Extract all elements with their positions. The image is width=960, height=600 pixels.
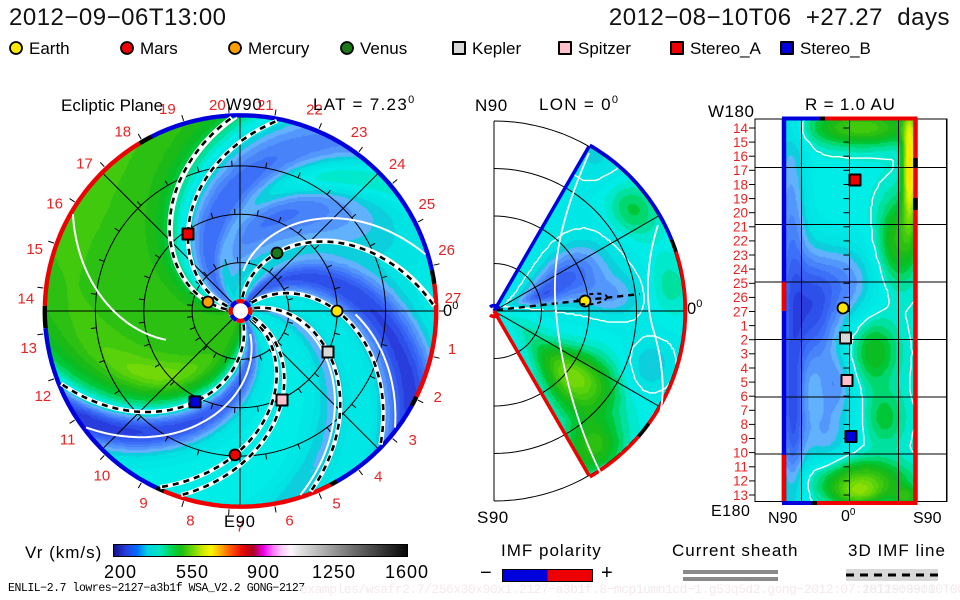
svg-text:Venus: Venus [360,39,407,58]
svg-text:S90: S90 [913,510,942,527]
svg-text:W180: W180 [708,102,754,121]
svg-text:25: 25 [733,276,748,291]
svg-text:15: 15 [733,135,748,150]
svg-text:21: 21 [257,97,274,114]
svg-text:16: 16 [46,195,63,212]
svg-text:1: 1 [448,341,456,358]
svg-text:2: 2 [740,333,748,348]
svg-text:S90: S90 [477,508,509,527]
svg-text:Kepler: Kepler [472,39,521,58]
svg-text:8: 8 [186,512,194,529]
svg-text:24: 24 [389,156,406,173]
svg-text:8: 8 [740,417,748,432]
svg-text:18: 18 [733,177,748,192]
svg-text:14: 14 [18,290,35,307]
svg-text:Ecliptic Plane: Ecliptic Plane [61,96,163,115]
svg-text:E180: E180 [711,503,750,520]
svg-text:Spitzer: Spitzer [578,39,631,58]
svg-text:10: 10 [94,468,111,485]
svg-text:9: 9 [139,495,147,512]
svg-text:LAT = 7.230: LAT = 7.230 [313,94,416,114]
svg-text:7: 7 [236,518,244,535]
svg-text:Stereo_A: Stereo_A [690,39,762,58]
svg-text:Mercury: Mercury [248,39,310,58]
svg-text:4: 4 [374,468,382,485]
svg-text:16: 16 [733,149,748,164]
svg-text:22: 22 [733,234,748,249]
svg-text:3: 3 [740,347,748,362]
svg-text:5: 5 [740,375,748,390]
svg-text:20: 20 [733,206,748,221]
svg-text:00: 00 [687,298,702,318]
svg-text:11: 11 [60,431,76,448]
svg-text:13: 13 [733,488,748,503]
svg-text:N90: N90 [475,96,508,115]
svg-text:27: 27 [445,290,462,307]
svg-text:6: 6 [285,513,293,530]
svg-text:1: 1 [740,318,748,333]
svg-text:17: 17 [76,155,93,172]
svg-text:21: 21 [733,220,748,235]
svg-text:24: 24 [733,262,749,277]
svg-text:Stereo_B: Stereo_B [800,39,871,58]
svg-text:23: 23 [351,124,368,141]
svg-text:3: 3 [409,432,417,449]
svg-text:15: 15 [26,241,43,258]
svg-text:9: 9 [740,431,748,446]
svg-text:6: 6 [740,389,748,404]
svg-text:7: 7 [740,403,748,418]
svg-text:13: 13 [20,340,37,357]
svg-text:11: 11 [734,460,748,475]
svg-text:19: 19 [159,101,176,118]
svg-text:12: 12 [35,388,52,405]
svg-text:Mars: Mars [140,39,178,58]
svg-text:19: 19 [733,191,748,206]
svg-text:00: 00 [841,507,856,525]
svg-text:R = 1.0 AU: R = 1.0 AU [805,95,896,114]
svg-text:25: 25 [419,196,436,213]
svg-text:27: 27 [733,304,748,319]
svg-text:00: 00 [443,300,458,320]
svg-text:2: 2 [434,389,442,406]
svg-text:10: 10 [733,445,748,460]
svg-text:20: 20 [209,97,226,114]
svg-text:26: 26 [438,242,455,259]
svg-text:Earth: Earth [29,39,70,58]
svg-text:W90: W90 [226,96,262,114]
svg-text:26: 26 [733,290,748,305]
svg-text:22: 22 [306,101,323,118]
svg-text:5: 5 [332,496,340,513]
svg-text:E90: E90 [224,513,256,531]
svg-text:4: 4 [740,361,748,376]
svg-text:17: 17 [733,163,748,178]
svg-text:14: 14 [733,121,749,136]
svg-text:23: 23 [733,248,748,263]
svg-text:LON = 00: LON = 00 [539,94,619,114]
svg-text:12: 12 [733,474,748,489]
svg-text:18: 18 [114,123,131,140]
svg-text:N90: N90 [768,510,797,527]
